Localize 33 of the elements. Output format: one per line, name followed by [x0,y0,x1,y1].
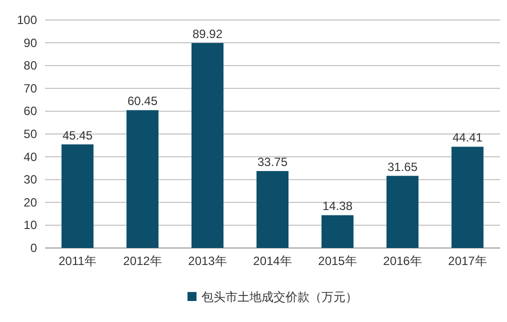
bar [256,171,288,248]
bar [192,42,224,248]
x-tick-label: 2016年 [383,254,422,268]
data-label: 31.65 [387,160,418,174]
legend-label: 包头市土地成交价款（万元） [202,290,358,304]
data-label: 89.92 [192,26,223,41]
bar [452,146,484,248]
y-tick-label: 10 [24,218,38,232]
bar [386,176,418,248]
y-tick-label: 60 [24,104,38,118]
y-tick-label: 70 [24,81,38,96]
bar [322,215,354,248]
y-tick-label: 100 [16,13,38,27]
x-tick-label: 2013年 [188,254,227,268]
y-tick-label: 40 [24,150,38,164]
data-label: 33.75 [257,155,288,170]
y-tick-label: 20 [24,195,38,210]
x-tick-label: 2017年 [448,254,487,268]
data-label: 44.41 [452,130,483,145]
x-tick-label: 2012年 [123,254,162,268]
data-label: 60.45 [127,94,158,108]
y-tick-label: 30 [24,172,38,187]
bar [62,144,94,248]
data-label: 14.38 [322,199,353,214]
y-tick-label: 0 [30,241,38,255]
x-tick-label: 2011年 [58,254,96,268]
y-tick-label: 80 [24,58,38,73]
bar [126,110,158,248]
data-label: 45.45 [62,128,93,142]
y-tick-label: 90 [24,36,38,50]
x-tick-label: 2014年 [253,254,292,268]
y-tick-label: 50 [24,127,38,141]
x-tick-label: 2015年 [318,254,357,268]
